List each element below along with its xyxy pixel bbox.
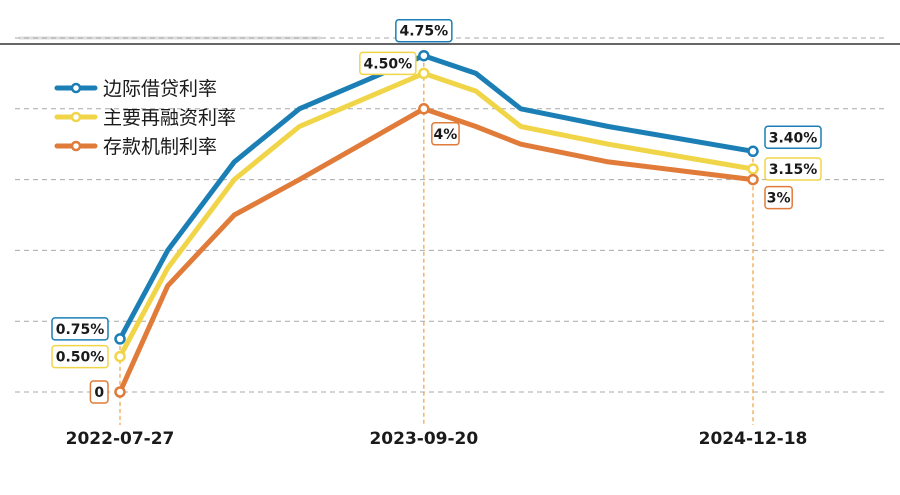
legend-marker — [70, 111, 82, 123]
data-label: 0 — [94, 385, 104, 401]
x-tick-label: 2023-09-20 — [369, 429, 478, 449]
x-tick-label: 2024-12-18 — [699, 429, 808, 449]
legend-label: 存款机制利率 — [103, 136, 217, 158]
data-label: 0.50% — [56, 350, 105, 366]
data-label-box — [764, 185, 793, 210]
data-label-box — [764, 125, 822, 150]
data-point — [747, 163, 759, 175]
data-point — [418, 67, 430, 80]
data-label-box — [89, 380, 109, 404]
data-point — [418, 103, 430, 115]
data-point — [114, 350, 126, 363]
data-label-box — [51, 317, 109, 341]
data-label-box — [764, 157, 822, 181]
data-label-box — [359, 51, 417, 76]
legend-marker — [70, 140, 82, 152]
data-label: 4.75% — [400, 24, 449, 40]
data-label: 4% — [434, 127, 458, 143]
data-label: 0.75% — [56, 322, 105, 338]
data-label: 4.50% — [364, 56, 413, 72]
legend-label: 主要再融资利率 — [103, 107, 236, 129]
data-point — [114, 386, 126, 398]
data-label: 3% — [767, 191, 791, 207]
data-point — [418, 49, 430, 62]
data-label: 3.15% — [769, 162, 818, 178]
legend-marker — [70, 82, 82, 94]
data-point — [114, 333, 126, 345]
data-point — [747, 145, 759, 158]
data-point — [747, 173, 759, 186]
data-label-box — [51, 344, 109, 369]
legend-label: 边际借贷利率 — [103, 78, 217, 100]
data-label-box — [395, 18, 453, 43]
data-label-box — [431, 122, 460, 146]
data-label: 3.40% — [769, 130, 818, 146]
x-tick-label: 2022-07-27 — [66, 429, 175, 449]
